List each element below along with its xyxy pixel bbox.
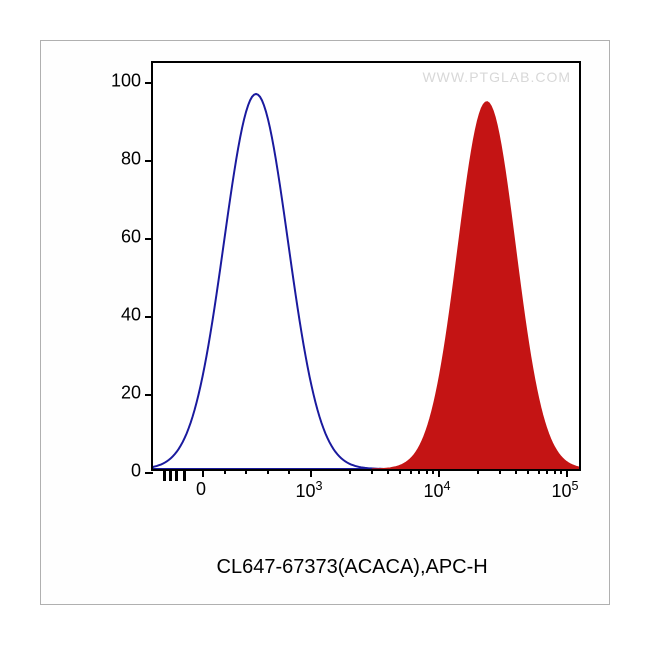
x-minor-tick — [267, 469, 269, 474]
rug-mark — [175, 471, 178, 481]
y-tick — [145, 160, 153, 162]
x-minor-tick — [349, 469, 351, 474]
x-minor-tick — [399, 469, 401, 474]
x-minor-tick — [538, 469, 540, 474]
y-tick-label: 80 — [121, 148, 141, 169]
y-tick — [145, 316, 153, 318]
x-minor-tick — [426, 469, 428, 474]
chart-frame: Relative Cell Number CL647-67373(ACACA),… — [40, 40, 610, 605]
x-axis-label: CL647-67373(ACACA),APC-H — [217, 556, 488, 579]
x-minor-tick — [499, 469, 501, 474]
y-tick-label: 20 — [121, 382, 141, 403]
x-tick — [438, 469, 440, 477]
x-minor-tick — [527, 469, 529, 474]
x-tick-label: 104 — [423, 479, 450, 502]
x-tick-label: 0 — [196, 479, 206, 500]
y-tick-label: 40 — [121, 304, 141, 325]
x-tick — [202, 469, 204, 477]
x-minor-tick — [515, 469, 517, 474]
x-minor-tick — [224, 469, 226, 474]
y-tick — [145, 394, 153, 396]
x-tick-label: 105 — [551, 479, 578, 502]
x-tick-label: 103 — [295, 479, 322, 502]
x-minor-tick — [387, 469, 389, 474]
x-tick — [566, 469, 568, 477]
x-minor-tick — [554, 469, 556, 474]
x-minor-tick — [410, 469, 412, 474]
x-minor-tick — [546, 469, 548, 474]
y-tick — [145, 82, 153, 84]
x-minor-tick — [288, 469, 290, 474]
rug-mark — [183, 471, 186, 481]
rug-mark — [163, 471, 166, 481]
x-minor-tick — [245, 469, 247, 474]
series-control — [153, 94, 384, 469]
y-tick — [145, 472, 153, 474]
plot-area: WWW.PTGLAB.COM — [151, 61, 581, 471]
x-minor-tick — [418, 469, 420, 474]
y-tick — [145, 238, 153, 240]
rug-mark — [169, 471, 172, 481]
series-stained — [372, 102, 579, 469]
x-minor-tick — [432, 469, 434, 474]
y-tick-label: 0 — [131, 461, 141, 482]
histogram-svg — [153, 63, 579, 469]
x-minor-tick — [560, 469, 562, 474]
y-tick-label: 100 — [111, 70, 141, 91]
x-minor-tick — [371, 469, 373, 474]
y-tick-label: 60 — [121, 226, 141, 247]
x-tick — [310, 469, 312, 477]
x-minor-tick — [477, 469, 479, 474]
